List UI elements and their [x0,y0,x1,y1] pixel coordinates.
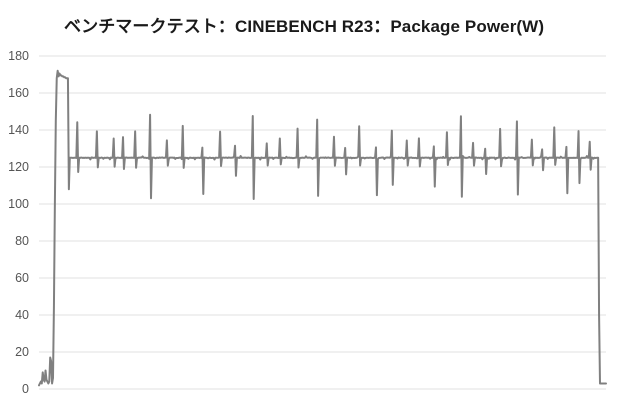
svg-text:180: 180 [8,49,29,63]
svg-text:120: 120 [8,160,29,174]
svg-text:80: 80 [15,234,29,248]
svg-text:160: 160 [8,86,29,100]
svg-text:140: 140 [8,123,29,137]
svg-text:60: 60 [15,271,29,285]
svg-text:0: 0 [22,382,29,396]
svg-text:40: 40 [15,308,29,322]
svg-text:100: 100 [8,197,29,211]
svg-text:20: 20 [15,345,29,359]
